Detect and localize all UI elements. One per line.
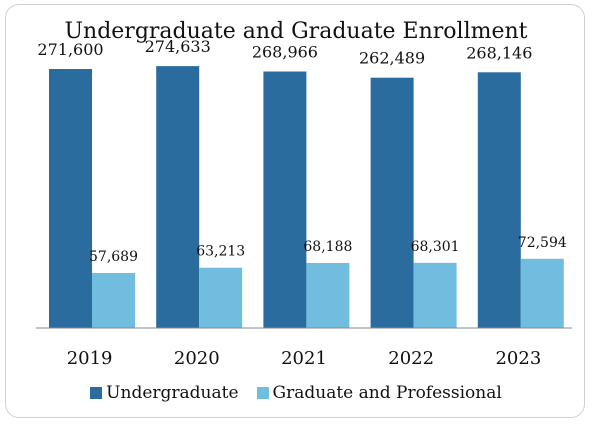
legend-swatch-undergraduate (90, 387, 103, 399)
data-label-undergraduate-2020: 274,633 (145, 37, 211, 56)
legend-swatch-graduate (256, 387, 269, 399)
bar-undergraduate-2020 (156, 66, 200, 328)
data-label-graduate-2020: 63,213 (196, 244, 245, 260)
x-tick-label-2022: 2022 (388, 348, 434, 369)
bar-graduate-2022 (413, 262, 457, 328)
bar-graduate-2019 (92, 272, 135, 328)
bar-undergraduate-2021 (263, 71, 307, 328)
data-label-graduate-2022: 68,301 (411, 239, 460, 255)
chart-title: Undergraduate and Graduate Enrollment (64, 19, 528, 44)
legend-item-undergraduate: Undergraduate (90, 383, 239, 403)
data-label-undergraduate-2022: 262,489 (359, 49, 425, 68)
legend: Undergraduate Graduate and Professional (6, 380, 586, 406)
bar-undergraduate-2023 (477, 72, 521, 328)
bar-undergraduate-2022 (370, 77, 414, 328)
bar-graduate-2020 (199, 267, 243, 328)
data-label-graduate-2023: 72,594 (518, 235, 567, 251)
x-tick-label-2023: 2023 (495, 348, 541, 369)
bar-graduate-2021 (306, 262, 350, 328)
x-tick-label-2020: 2020 (174, 348, 220, 369)
x-tick-label-2019: 2019 (67, 348, 113, 369)
data-label-graduate-2019: 57,689 (89, 249, 138, 265)
chart-card: Undergraduate and Graduate Enrollment 27… (5, 4, 585, 418)
data-label-graduate-2021: 68,188 (303, 239, 352, 255)
data-label-undergraduate-2023: 268,146 (466, 43, 532, 62)
bar-chart-plot: 271,600 274,633 268,966 262,489 268,146 57,68… (36, 37, 572, 369)
x-tick-label-2021: 2021 (281, 348, 327, 369)
legend-label-undergraduate: Undergraduate (106, 383, 239, 403)
bar-undergraduate-2019 (49, 69, 92, 328)
legend-item-graduate: Graduate and Professional (256, 383, 502, 403)
data-label-undergraduate-2019: 271,600 (37, 40, 103, 59)
legend-label-graduate: Graduate and Professional (272, 383, 502, 403)
data-label-undergraduate-2021: 268,966 (252, 43, 318, 62)
bar-graduate-2023 (520, 258, 564, 328)
